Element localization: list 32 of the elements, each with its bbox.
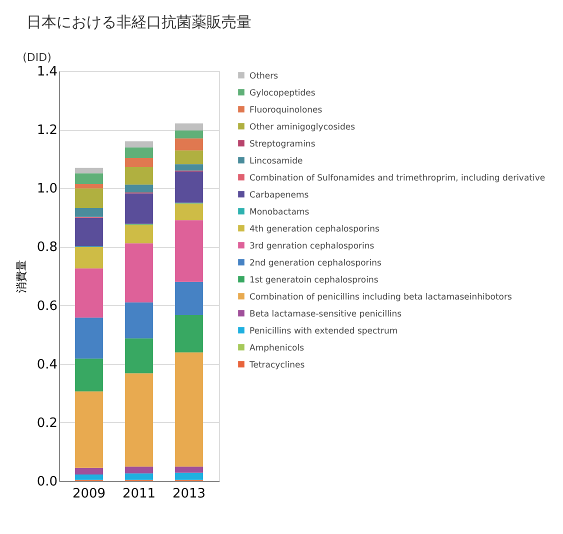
legend-label: Combination of Sulfonamides and trimethroprim, including derivative — [250, 173, 546, 184]
legend-label: Amphenicols — [250, 343, 305, 354]
legend-label: 3rd genration cephalosporins — [250, 241, 375, 252]
y-tick-label: 0.2 — [36, 416, 58, 431]
legend-label: Fluoroquinolones — [250, 105, 323, 116]
legend-label: Monobactams — [250, 207, 310, 218]
legend-label: Others — [250, 71, 279, 82]
y-tick-label: 1.4 — [36, 64, 58, 80]
x-tick-label: 2009 — [72, 486, 106, 502]
legend-label: 4th generation cephalosporins — [250, 224, 380, 234]
legend-label: Streptogramins — [250, 139, 316, 150]
legend-label: Beta lactamase-sensitive penicillins — [250, 309, 402, 320]
legend-label: Carbapenems — [250, 190, 310, 200]
legend-label: Tetracyclines — [248, 360, 306, 370]
y-axis-title: 消費量 — [14, 260, 28, 293]
legend-label: Other aminigoglycosides — [250, 122, 356, 132]
x-tick-label: 2011 — [122, 486, 156, 502]
y-tick-label: 1.2 — [36, 123, 58, 138]
legend-label: Penicillins with extended spectrum — [250, 326, 398, 336]
y-tick-label: 0.8 — [36, 240, 58, 256]
legend-label: Lincosamide — [250, 156, 303, 166]
chart-title: 日本における非経口抗菌薬販売量 — [26, 13, 252, 31]
legend-label: Gylocopeptides — [250, 88, 316, 98]
y-tick-label: 0.4 — [36, 357, 58, 372]
x-tick-label: 2013 — [172, 486, 206, 502]
y-tick-label: 0.0 — [36, 474, 58, 490]
legend-label: 2nd generation cephalosporins — [250, 258, 382, 268]
y-tick-label: 0.6 — [36, 298, 58, 314]
text: (DID) — [22, 51, 52, 64]
legend-label: 1st generatoin cephalosproins — [250, 275, 379, 286]
y-tick-label: 1.0 — [36, 182, 58, 197]
legend-label: Combination of penicillins including beta lactamaseinhibotors — [250, 292, 512, 302]
